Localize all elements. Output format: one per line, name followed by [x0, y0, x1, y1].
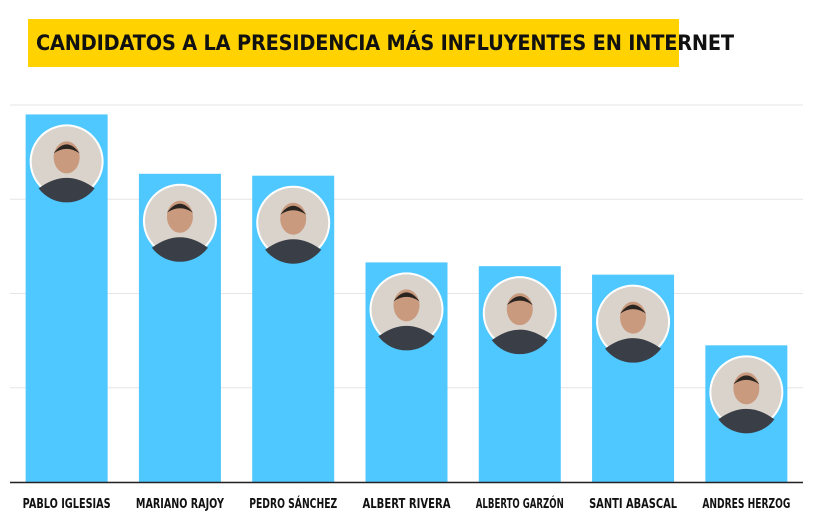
title-banner: CANDIDATOS A LA PRESIDENCIA MÁS INFLUYEN… — [28, 19, 734, 67]
avatar-hair — [733, 375, 760, 385]
avatar-shoulders — [265, 239, 322, 264]
avatar-hair — [53, 144, 80, 154]
chart-title: CANDIDATOS A LA PRESIDENCIA MÁS INFLUYEN… — [36, 31, 734, 55]
category-labels: PABLO IGLESIAS MARIANO RAJOY PEDRO SÁNCHEZ… — [23, 496, 791, 512]
category-label: ALBERT RIVERA — [363, 497, 451, 512]
avatar-shoulders — [718, 408, 775, 434]
avatar-shoulders — [605, 338, 662, 363]
avatar-hair — [620, 304, 647, 314]
candidate-avatar — [369, 272, 444, 351]
category-label: PEDRO SÁNCHEZ — [249, 496, 337, 512]
candidate-avatar — [596, 284, 671, 363]
category-label: SANTI ABASCAL — [589, 497, 677, 512]
category-label: PABLO IGLESIAS — [23, 497, 111, 512]
category-label: ALBERTO GARZÓN — [476, 496, 564, 512]
avatar-shoulders — [151, 237, 208, 262]
avatars — [29, 124, 784, 434]
candidate-avatar — [482, 276, 557, 355]
avatar-hair — [280, 205, 307, 215]
avatar-hair — [166, 203, 193, 213]
avatar-shoulders — [38, 177, 95, 203]
avatar-shoulders — [378, 325, 435, 351]
category-label: MARIANO RAJOY — [136, 497, 224, 512]
candidate-avatar — [709, 355, 784, 434]
candidate-avatar — [29, 124, 104, 203]
candidate-avatar — [142, 183, 217, 262]
avatar-hair — [393, 292, 420, 302]
avatar-hair — [506, 296, 533, 306]
category-label: ANDRES HERZOG — [702, 497, 790, 512]
avatar-shoulders — [491, 329, 548, 355]
candidate-avatar — [256, 185, 331, 264]
